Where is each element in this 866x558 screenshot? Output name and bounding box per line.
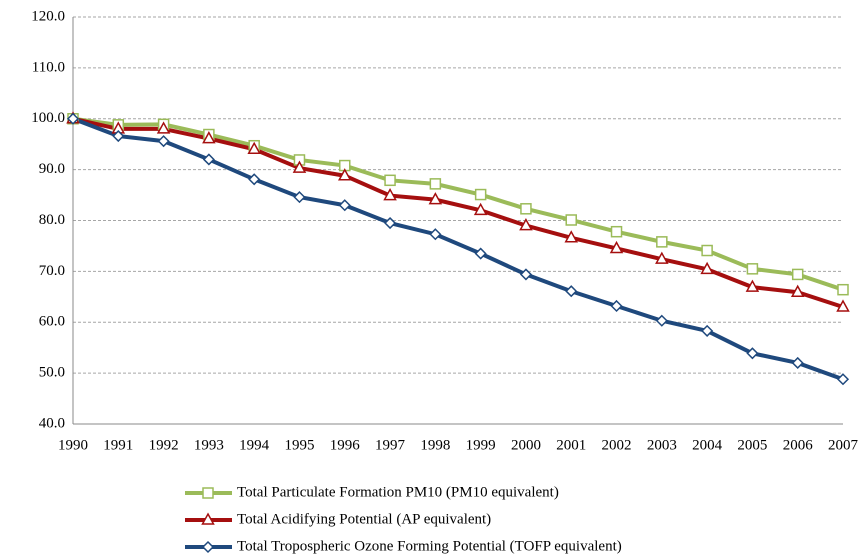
marker — [383, 188, 397, 201]
marker — [745, 279, 760, 292]
x-tick-label: 1990 — [58, 437, 88, 453]
legend-label: Total Tropospheric Ozone Forming Potenti… — [237, 538, 622, 554]
y-tick-label: 40.0 — [39, 415, 65, 431]
marker — [837, 283, 849, 296]
x-tick-label: 1991 — [103, 437, 133, 453]
x-tick-label: 1995 — [284, 437, 314, 453]
y-tick-label: 50.0 — [39, 365, 65, 381]
marker — [201, 540, 215, 554]
series-line — [72, 116, 844, 292]
marker — [519, 218, 533, 231]
x-tick-label: 1994 — [239, 437, 270, 453]
marker — [565, 285, 578, 298]
marker — [656, 236, 668, 248]
marker — [337, 168, 352, 181]
x-tick-label: 2000 — [511, 437, 541, 453]
marker — [609, 240, 624, 254]
marker — [519, 268, 533, 281]
marker — [564, 230, 579, 243]
marker — [157, 135, 170, 148]
marker — [700, 261, 714, 275]
marker — [428, 192, 443, 205]
x-tick-label: 1993 — [194, 437, 224, 453]
legend-label: Total Particulate Formation PM10 (PM10 e… — [237, 484, 559, 500]
marker — [610, 299, 623, 313]
y-tick-label: 80.0 — [39, 212, 65, 228]
series-line — [72, 116, 844, 309]
marker — [202, 487, 214, 499]
x-tick-label: 2002 — [602, 437, 632, 453]
marker — [701, 244, 713, 257]
marker — [112, 129, 125, 143]
marker — [520, 203, 532, 215]
y-tick-label: 100.0 — [31, 110, 65, 126]
marker — [746, 347, 759, 360]
marker — [655, 314, 668, 327]
marker — [655, 251, 669, 264]
y-tick-label: 120.0 — [31, 8, 65, 24]
marker — [201, 512, 215, 525]
marker — [338, 199, 351, 212]
marker — [384, 174, 396, 187]
x-tick-label: 2007 — [828, 437, 859, 453]
marker — [790, 284, 805, 297]
marker — [202, 131, 216, 144]
marker — [248, 173, 261, 186]
x-tick-label: 2001 — [556, 437, 586, 453]
y-tick-label: 70.0 — [39, 263, 65, 279]
marker — [791, 268, 804, 281]
marker — [836, 299, 850, 312]
marker — [610, 225, 623, 238]
marker — [836, 373, 850, 386]
marker — [791, 356, 804, 370]
legend-label: Total Acidifying Potential (AP equivalen… — [237, 511, 491, 527]
marker — [202, 153, 215, 166]
x-tick-label: 2004 — [692, 437, 723, 453]
marker — [247, 141, 261, 155]
x-tick-label: 1998 — [420, 437, 450, 453]
x-tick-label: 1992 — [149, 437, 179, 453]
x-tick-label: 1997 — [375, 437, 406, 453]
marker — [66, 112, 80, 125]
marker — [292, 160, 307, 173]
marker — [474, 247, 487, 260]
marker — [429, 228, 442, 241]
y-tick-label: 110.0 — [32, 59, 65, 75]
y-tick-label: 90.0 — [39, 161, 65, 177]
marker — [701, 324, 714, 337]
marker — [746, 263, 759, 275]
marker — [473, 202, 488, 216]
x-tick-label: 1996 — [330, 437, 361, 453]
x-tick-label: 1999 — [466, 437, 496, 453]
y-tick-label: 60.0 — [39, 314, 65, 330]
marker — [293, 191, 306, 204]
x-tick-label: 2006 — [783, 437, 814, 453]
marker — [474, 188, 487, 201]
marker — [565, 214, 577, 226]
marker — [156, 121, 171, 134]
marker — [429, 178, 442, 190]
series-line — [72, 116, 844, 382]
x-tick-label: 2005 — [737, 437, 767, 453]
marker — [383, 216, 397, 230]
x-tick-label: 2003 — [647, 437, 677, 453]
